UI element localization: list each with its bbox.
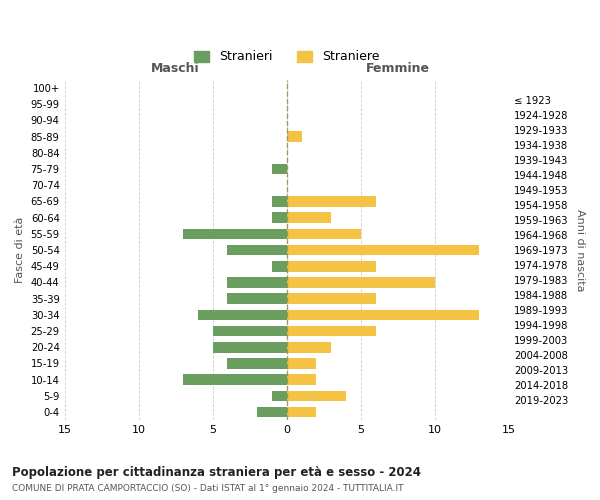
Bar [212, 326, 287, 336]
Bar [287, 407, 316, 418]
Bar [287, 245, 479, 256]
Bar [272, 261, 287, 272]
Bar [287, 228, 361, 239]
Y-axis label: Fasce di età: Fasce di età [15, 217, 25, 283]
Bar [287, 374, 316, 385]
Bar [183, 374, 287, 385]
Bar [287, 261, 376, 272]
Bar [272, 212, 287, 223]
Bar [287, 326, 376, 336]
Bar [227, 277, 287, 287]
Legend: Stranieri, Straniere: Stranieri, Straniere [189, 46, 385, 68]
Bar [287, 310, 479, 320]
Y-axis label: Anni di nascita: Anni di nascita [575, 209, 585, 292]
Bar [287, 294, 376, 304]
Bar [287, 132, 302, 142]
Bar [272, 390, 287, 401]
Bar [287, 342, 331, 352]
Bar [287, 358, 316, 368]
Bar [287, 277, 435, 287]
Bar [227, 245, 287, 256]
Bar [227, 294, 287, 304]
Bar [272, 196, 287, 206]
Text: Maschi: Maschi [151, 62, 200, 75]
Bar [198, 310, 287, 320]
Bar [183, 228, 287, 239]
Bar [257, 407, 287, 418]
Bar [287, 196, 376, 206]
Bar [287, 212, 331, 223]
Bar [272, 164, 287, 174]
Text: Popolazione per cittadinanza straniera per età e sesso - 2024: Popolazione per cittadinanza straniera p… [12, 466, 421, 479]
Bar [212, 342, 287, 352]
Bar [287, 390, 346, 401]
Text: COMUNE DI PRATA CAMPORTACCIO (SO) - Dati ISTAT al 1° gennaio 2024 - TUTTITALIA.I: COMUNE DI PRATA CAMPORTACCIO (SO) - Dati… [12, 484, 404, 493]
Bar [227, 358, 287, 368]
Text: Femmine: Femmine [366, 62, 430, 75]
